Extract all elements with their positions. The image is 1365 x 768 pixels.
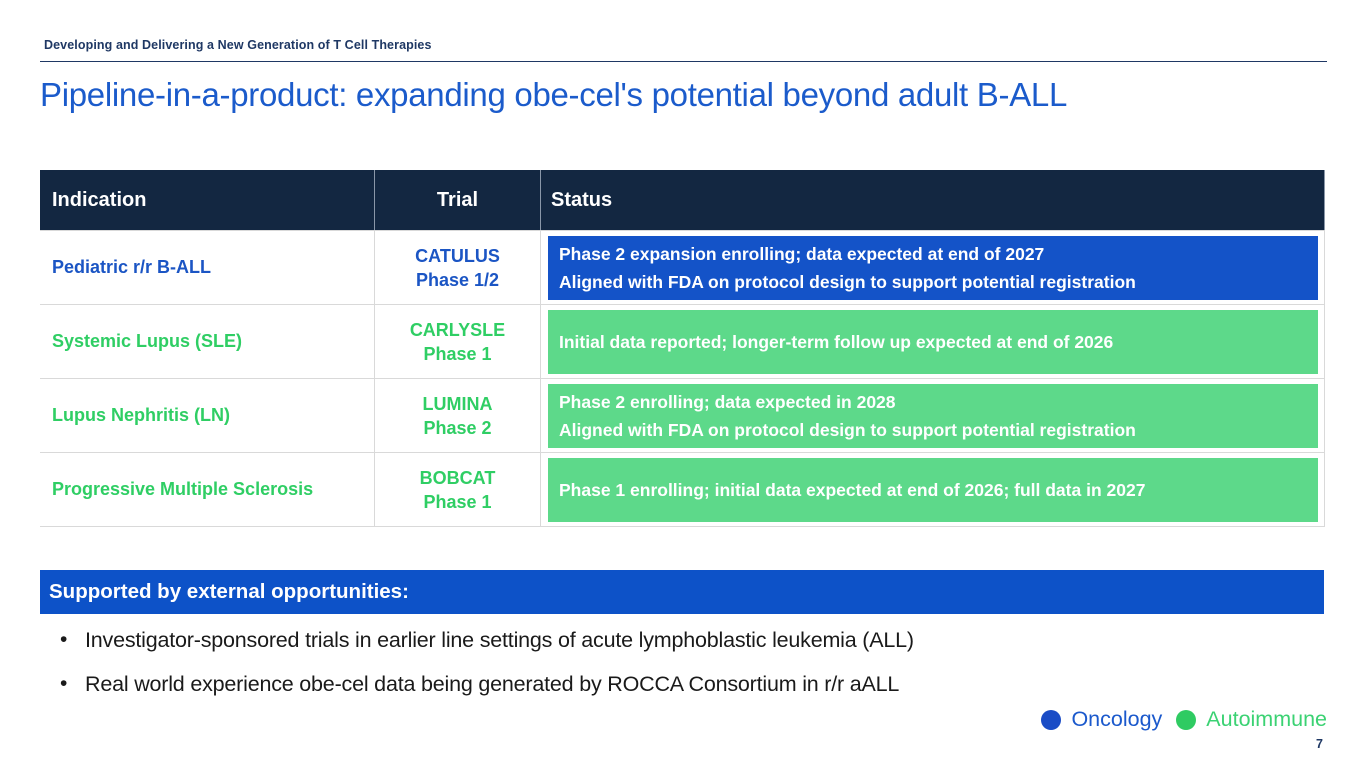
status-box-autoimmune: Phase 1 enrolling; initial data expected…: [548, 457, 1318, 522]
trial-phase: Phase 1: [423, 491, 492, 512]
external-opportunities-banner: Supported by external opportunities:: [40, 570, 1324, 614]
category-legend: Oncology Autoimmune: [1041, 707, 1327, 732]
legend-item-autoimmune: Autoimmune: [1176, 707, 1327, 732]
autoimmune-dot-icon: [1176, 709, 1197, 730]
table-row-status: Phase 2 enrolling; data expected in 2028…: [541, 378, 1325, 452]
column-header-status: Status: [541, 170, 1325, 230]
status-line: Phase 2 enrolling; data expected in 2028: [559, 391, 896, 412]
pipeline-table: Indication Trial Status Pediatric r/r B-…: [40, 170, 1325, 527]
status-box-oncology: Phase 2 expansion enrolling; data expect…: [548, 235, 1318, 300]
trial-name: CARLYSLE: [409, 319, 506, 340]
deck-subtitle: Developing and Delivering a New Generati…: [44, 38, 432, 52]
legend-label: Oncology: [1071, 707, 1163, 731]
status-line: Initial data reported; longer-term follo…: [559, 331, 1114, 352]
trial-phase: Phase 1/2: [415, 269, 500, 290]
legend-label: Autoimmune: [1206, 707, 1327, 731]
bullet-list: Investigator-sponsored trials in earlier…: [52, 618, 1312, 706]
table-row-status: Phase 2 expansion enrolling; data expect…: [541, 230, 1325, 304]
status-line: Aligned with FDA on protocol design to s…: [559, 271, 1136, 292]
status-line: Phase 2 expansion enrolling; data expect…: [559, 243, 1045, 264]
legend-item-oncology: Oncology: [1041, 707, 1162, 732]
table-row-indication: Lupus Nephritis (LN): [40, 378, 375, 452]
table-row-trial: LUMINA Phase 2: [375, 378, 541, 452]
status-line: Phase 1 enrolling; initial data expected…: [559, 479, 1146, 500]
banner-label: Supported by external opportunities:: [49, 580, 409, 603]
page-number: 7: [1316, 737, 1323, 751]
table-row-trial: BOBCAT Phase 1: [375, 452, 541, 526]
table-row-indication: Systemic Lupus (SLE): [40, 304, 375, 378]
trial-name: CATULUS: [415, 245, 500, 266]
table-row-indication: Pediatric r/r B-ALL: [40, 230, 375, 304]
header-divider-line: [40, 61, 1327, 62]
table-row-indication: Progressive Multiple Sclerosis: [40, 452, 375, 526]
table-row-status: Initial data reported; longer-term follo…: [541, 304, 1325, 378]
trial-phase: Phase 1: [423, 343, 492, 364]
bullet-item: Investigator-sponsored trials in earlier…: [52, 618, 1312, 662]
trial-name: LUMINA: [422, 393, 493, 414]
status-box-autoimmune: Initial data reported; longer-term follo…: [548, 309, 1318, 374]
trial-name: BOBCAT: [419, 467, 496, 488]
table-row-trial: CATULUS Phase 1/2: [375, 230, 541, 304]
table-row-status: Phase 1 enrolling; initial data expected…: [541, 452, 1325, 526]
column-header-trial: Trial: [375, 170, 541, 230]
status-box-autoimmune: Phase 2 enrolling; data expected in 2028…: [548, 383, 1318, 448]
table-row-trial: CARLYSLE Phase 1: [375, 304, 541, 378]
slide-title: Pipeline-in-a-product: expanding obe-cel…: [40, 76, 1068, 113]
column-header-indication: Indication: [40, 170, 375, 230]
trial-phase: Phase 2: [423, 417, 492, 438]
bullet-item: Real world experience obe-cel data being…: [52, 662, 1312, 706]
oncology-dot-icon: [1041, 709, 1062, 730]
status-line: Aligned with FDA on protocol design to s…: [559, 419, 1136, 440]
